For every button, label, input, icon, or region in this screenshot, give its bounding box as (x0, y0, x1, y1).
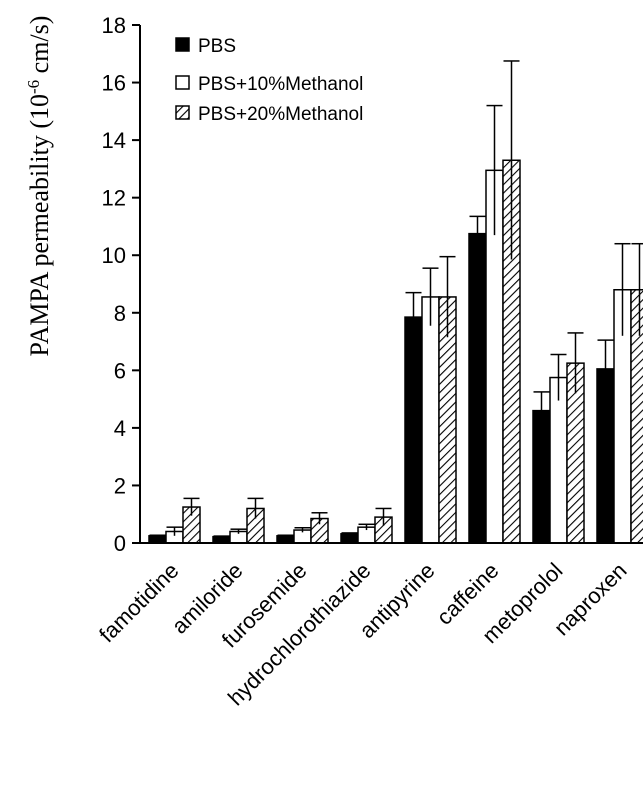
y-tick-label-10: 10 (102, 243, 126, 268)
legend-swatch-methanol-20 (175, 105, 190, 120)
bar-hydrochlorothiazide-series-0 (340, 533, 359, 544)
y-axis-title-exponent: -6 (24, 80, 43, 94)
bar-metoprolol-series-1 (549, 376, 568, 544)
y-axis-ticks: 0 2 4 6 8 10 12 14 16 18 (102, 13, 140, 556)
bar-metoprolol-series-0 (532, 409, 551, 544)
legend-label-pbs: PBS (198, 36, 236, 57)
legend-swatch-methanol-10 (175, 75, 190, 90)
legend-label-methanol-20: PBS+20%Methanol (198, 104, 363, 125)
legend: PBS PBS+10%Methanol PBS+20%Methanol (175, 36, 363, 125)
y-tick-label-12: 12 (102, 186, 126, 211)
y-axis-title: PAMPA permeability (10-6 cm/s) (24, 16, 55, 357)
y-tick-label-2: 2 (114, 473, 126, 498)
category-label-famotidine: famotidine (94, 558, 183, 647)
bar-antipyrine-series-1 (421, 296, 440, 544)
y-tick-label-14: 14 (102, 128, 126, 153)
y-tick-label-16: 16 (102, 71, 126, 96)
y-axis-title-text: PAMPA permeability (10 (25, 94, 54, 356)
bar-caffeine-series-0 (468, 232, 487, 544)
y-tick-label-6: 6 (114, 358, 126, 383)
bar-furosemide-series-0 (276, 535, 295, 544)
y-tick-label-0: 0 (114, 531, 126, 556)
y-tick-label-18: 18 (102, 13, 126, 38)
chart-marks (148, 60, 643, 544)
legend-label-methanol-10: PBS+10%Methanol (198, 74, 363, 95)
bar-famotidine-series-0 (148, 535, 167, 544)
y-tick-label-4: 4 (114, 416, 126, 441)
y-axis-title-unit: cm/s) (25, 16, 54, 80)
bar-naproxen-series-2 (630, 289, 643, 544)
bar-antipyrine-series-0 (404, 316, 423, 544)
y-tick-label-8: 8 (114, 301, 126, 326)
legend-swatch-pbs (175, 37, 190, 52)
category-labels: famotidineamiloridefurosemidehydrochloro… (94, 558, 631, 711)
